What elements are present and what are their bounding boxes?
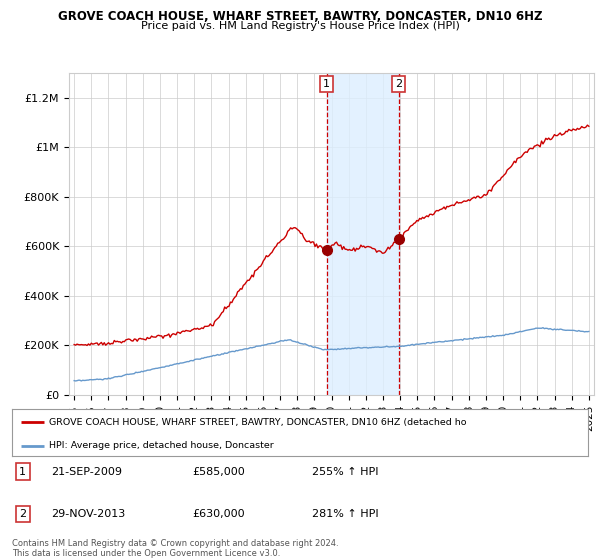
- Text: 1: 1: [19, 466, 26, 477]
- Text: Contains HM Land Registry data © Crown copyright and database right 2024.
This d: Contains HM Land Registry data © Crown c…: [12, 539, 338, 558]
- Text: GROVE COACH HOUSE, WHARF STREET, BAWTRY, DONCASTER, DN10 6HZ (detached ho: GROVE COACH HOUSE, WHARF STREET, BAWTRY,…: [49, 418, 467, 427]
- Bar: [326, 73, 398, 395]
- Text: GROVE COACH HOUSE, WHARF STREET, BAWTRY, DONCASTER, DN10 6HZ: GROVE COACH HOUSE, WHARF STREET, BAWTRY,…: [58, 10, 542, 23]
- Text: 1: 1: [323, 79, 330, 89]
- Text: 21-SEP-2009: 21-SEP-2009: [51, 466, 122, 477]
- Text: 2: 2: [19, 509, 26, 519]
- Text: 2: 2: [395, 79, 402, 89]
- Text: Price paid vs. HM Land Registry's House Price Index (HPI): Price paid vs. HM Land Registry's House …: [140, 21, 460, 31]
- Text: 29-NOV-2013: 29-NOV-2013: [51, 509, 125, 519]
- Text: £585,000: £585,000: [192, 466, 245, 477]
- Text: 255% ↑ HPI: 255% ↑ HPI: [312, 466, 379, 477]
- Text: £630,000: £630,000: [192, 509, 245, 519]
- Text: 281% ↑ HPI: 281% ↑ HPI: [312, 509, 379, 519]
- Text: HPI: Average price, detached house, Doncaster: HPI: Average price, detached house, Donc…: [49, 441, 274, 450]
